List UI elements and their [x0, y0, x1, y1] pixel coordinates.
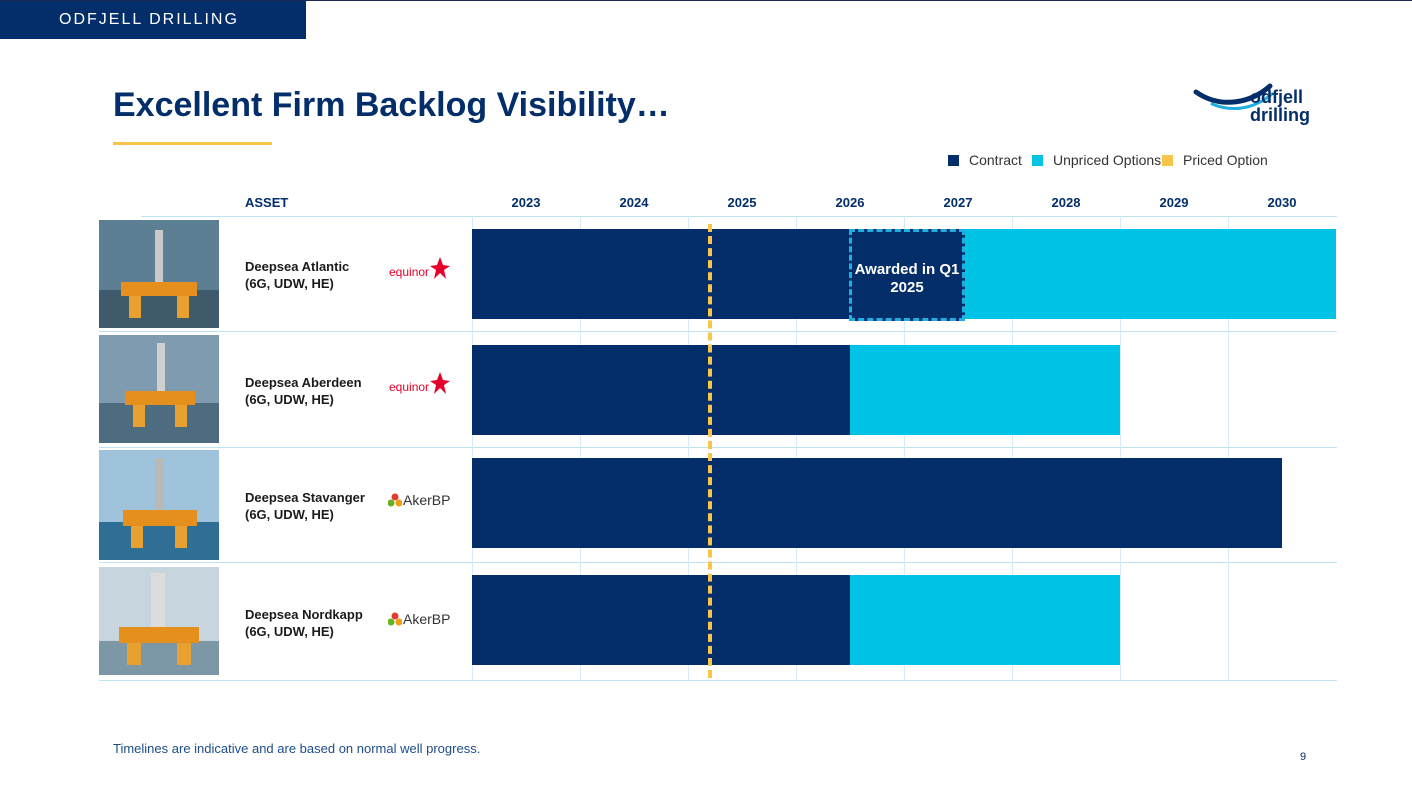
year-label-2025: 2025 [727, 195, 757, 210]
year-label-2026: 2026 [835, 195, 865, 210]
rig-photo-deepsea-nordkapp [99, 567, 219, 675]
year-label-2027: 2027 [943, 195, 973, 210]
client-name: equinor [389, 380, 430, 394]
rig-photo-deepsea-atlantic [99, 220, 219, 328]
rig-name: Deepsea Atlantic [245, 259, 350, 274]
year-label-2029: 2029 [1159, 195, 1189, 210]
asset-column-header: ASSET [245, 195, 289, 210]
year-label-2028: 2028 [1051, 195, 1081, 210]
rig-spec: (6G, UDW, HE) [245, 392, 334, 407]
awarded-annotation-text: Awarded in Q1 2025 [854, 261, 960, 296]
rig-label-deepsea-atlantic: Deepsea Atlantic (6G, UDW, HE) [245, 258, 349, 292]
title-underline [113, 142, 272, 145]
logo-wordmark: odfjell drilling [1250, 88, 1310, 124]
rig-name: Deepsea Nordkapp [245, 607, 363, 622]
legend-label-priced: Priced Option [1183, 152, 1268, 168]
row-divider [99, 331, 1337, 332]
logo-line-2: drilling [1250, 105, 1310, 125]
akerbp-flower-icon [388, 612, 402, 626]
client-name: AkerBP [403, 492, 451, 508]
legend-item-contract: Contract [948, 152, 1022, 168]
year-gridline [1012, 216, 1013, 680]
rig-spec: (6G, UDW, HE) [245, 624, 334, 639]
bar-unpriced-options [850, 575, 1120, 665]
legend-label-unpriced: Unpriced Options [1053, 152, 1162, 168]
rig-name: Deepsea Stavanger [245, 490, 365, 505]
client-logo-akerbp: AkerBP [388, 490, 458, 516]
year-gridline [580, 216, 581, 680]
current-date-marker [707, 224, 712, 678]
year-label-2030: 2030 [1267, 195, 1297, 210]
legend-swatch-unpriced [1032, 155, 1043, 166]
logo-line-1: odfjell [1250, 87, 1303, 107]
akerbp-flower-icon [388, 493, 402, 507]
bar-contract [472, 458, 1282, 548]
year-label-2024: 2024 [619, 195, 649, 210]
rig-photo-deepsea-aberdeen [99, 335, 219, 443]
rig-photo-deepsea-stavanger [99, 450, 219, 560]
year-label-2023: 2023 [511, 195, 541, 210]
rig-label-deepsea-nordkapp: Deepsea Nordkapp (6G, UDW, HE) [245, 606, 363, 640]
rig-label-deepsea-aberdeen: Deepsea Aberdeen (6G, UDW, HE) [245, 374, 362, 408]
legend-label-contract: Contract [969, 152, 1022, 168]
client-name: equinor [389, 265, 430, 279]
top-rule [0, 0, 1412, 1]
year-gridline [1120, 216, 1121, 680]
year-gridline [796, 216, 797, 680]
page-title: Excellent Firm Backlog Visibility… [113, 86, 670, 124]
year-gridline [1228, 216, 1229, 680]
legend-item-unpriced: Unpriced Options [1032, 152, 1161, 168]
client-logo-equinor: equinor [388, 257, 458, 283]
equinor-star-icon [430, 257, 450, 279]
row-divider [99, 680, 1337, 681]
row-divider [99, 562, 1337, 563]
awarded-annotation: Awarded in Q1 2025 [849, 229, 965, 321]
client-name: AkerBP [403, 611, 451, 627]
year-gridline [472, 216, 473, 680]
rig-spec: (6G, UDW, HE) [245, 276, 334, 291]
year-gridline [904, 216, 905, 680]
brand-bar: ODFJELL DRILLING [0, 1, 306, 39]
logo-wave-icon [1193, 83, 1274, 111]
row-divider [141, 216, 1337, 217]
client-logo-akerbp: AkerBP [388, 609, 458, 635]
bar-unpriced-options [850, 345, 1120, 435]
bar-contract [472, 229, 904, 319]
bar-contract [472, 345, 850, 435]
rig-label-deepsea-stavanger: Deepsea Stavanger (6G, UDW, HE) [245, 489, 365, 523]
company-logo: odfjell drilling [1192, 78, 1322, 134]
legend-item-priced: Priced Option [1162, 152, 1268, 168]
equinor-star-icon [430, 372, 450, 394]
page-number: 9 [1300, 751, 1307, 763]
rig-spec: (6G, UDW, HE) [245, 507, 334, 522]
bar-contract [472, 575, 850, 665]
client-logo-equinor: equinor [388, 372, 458, 398]
brand-name: ODFJELL DRILLING [59, 11, 239, 28]
rig-name: Deepsea Aberdeen [245, 375, 362, 390]
row-divider [99, 447, 1337, 448]
year-gridline [688, 216, 689, 680]
footnote: Timelines are indicative and are based o… [113, 741, 481, 756]
bar-unpriced-options [958, 229, 1336, 319]
legend-swatch-contract [948, 155, 959, 166]
legend-swatch-priced [1162, 155, 1173, 166]
